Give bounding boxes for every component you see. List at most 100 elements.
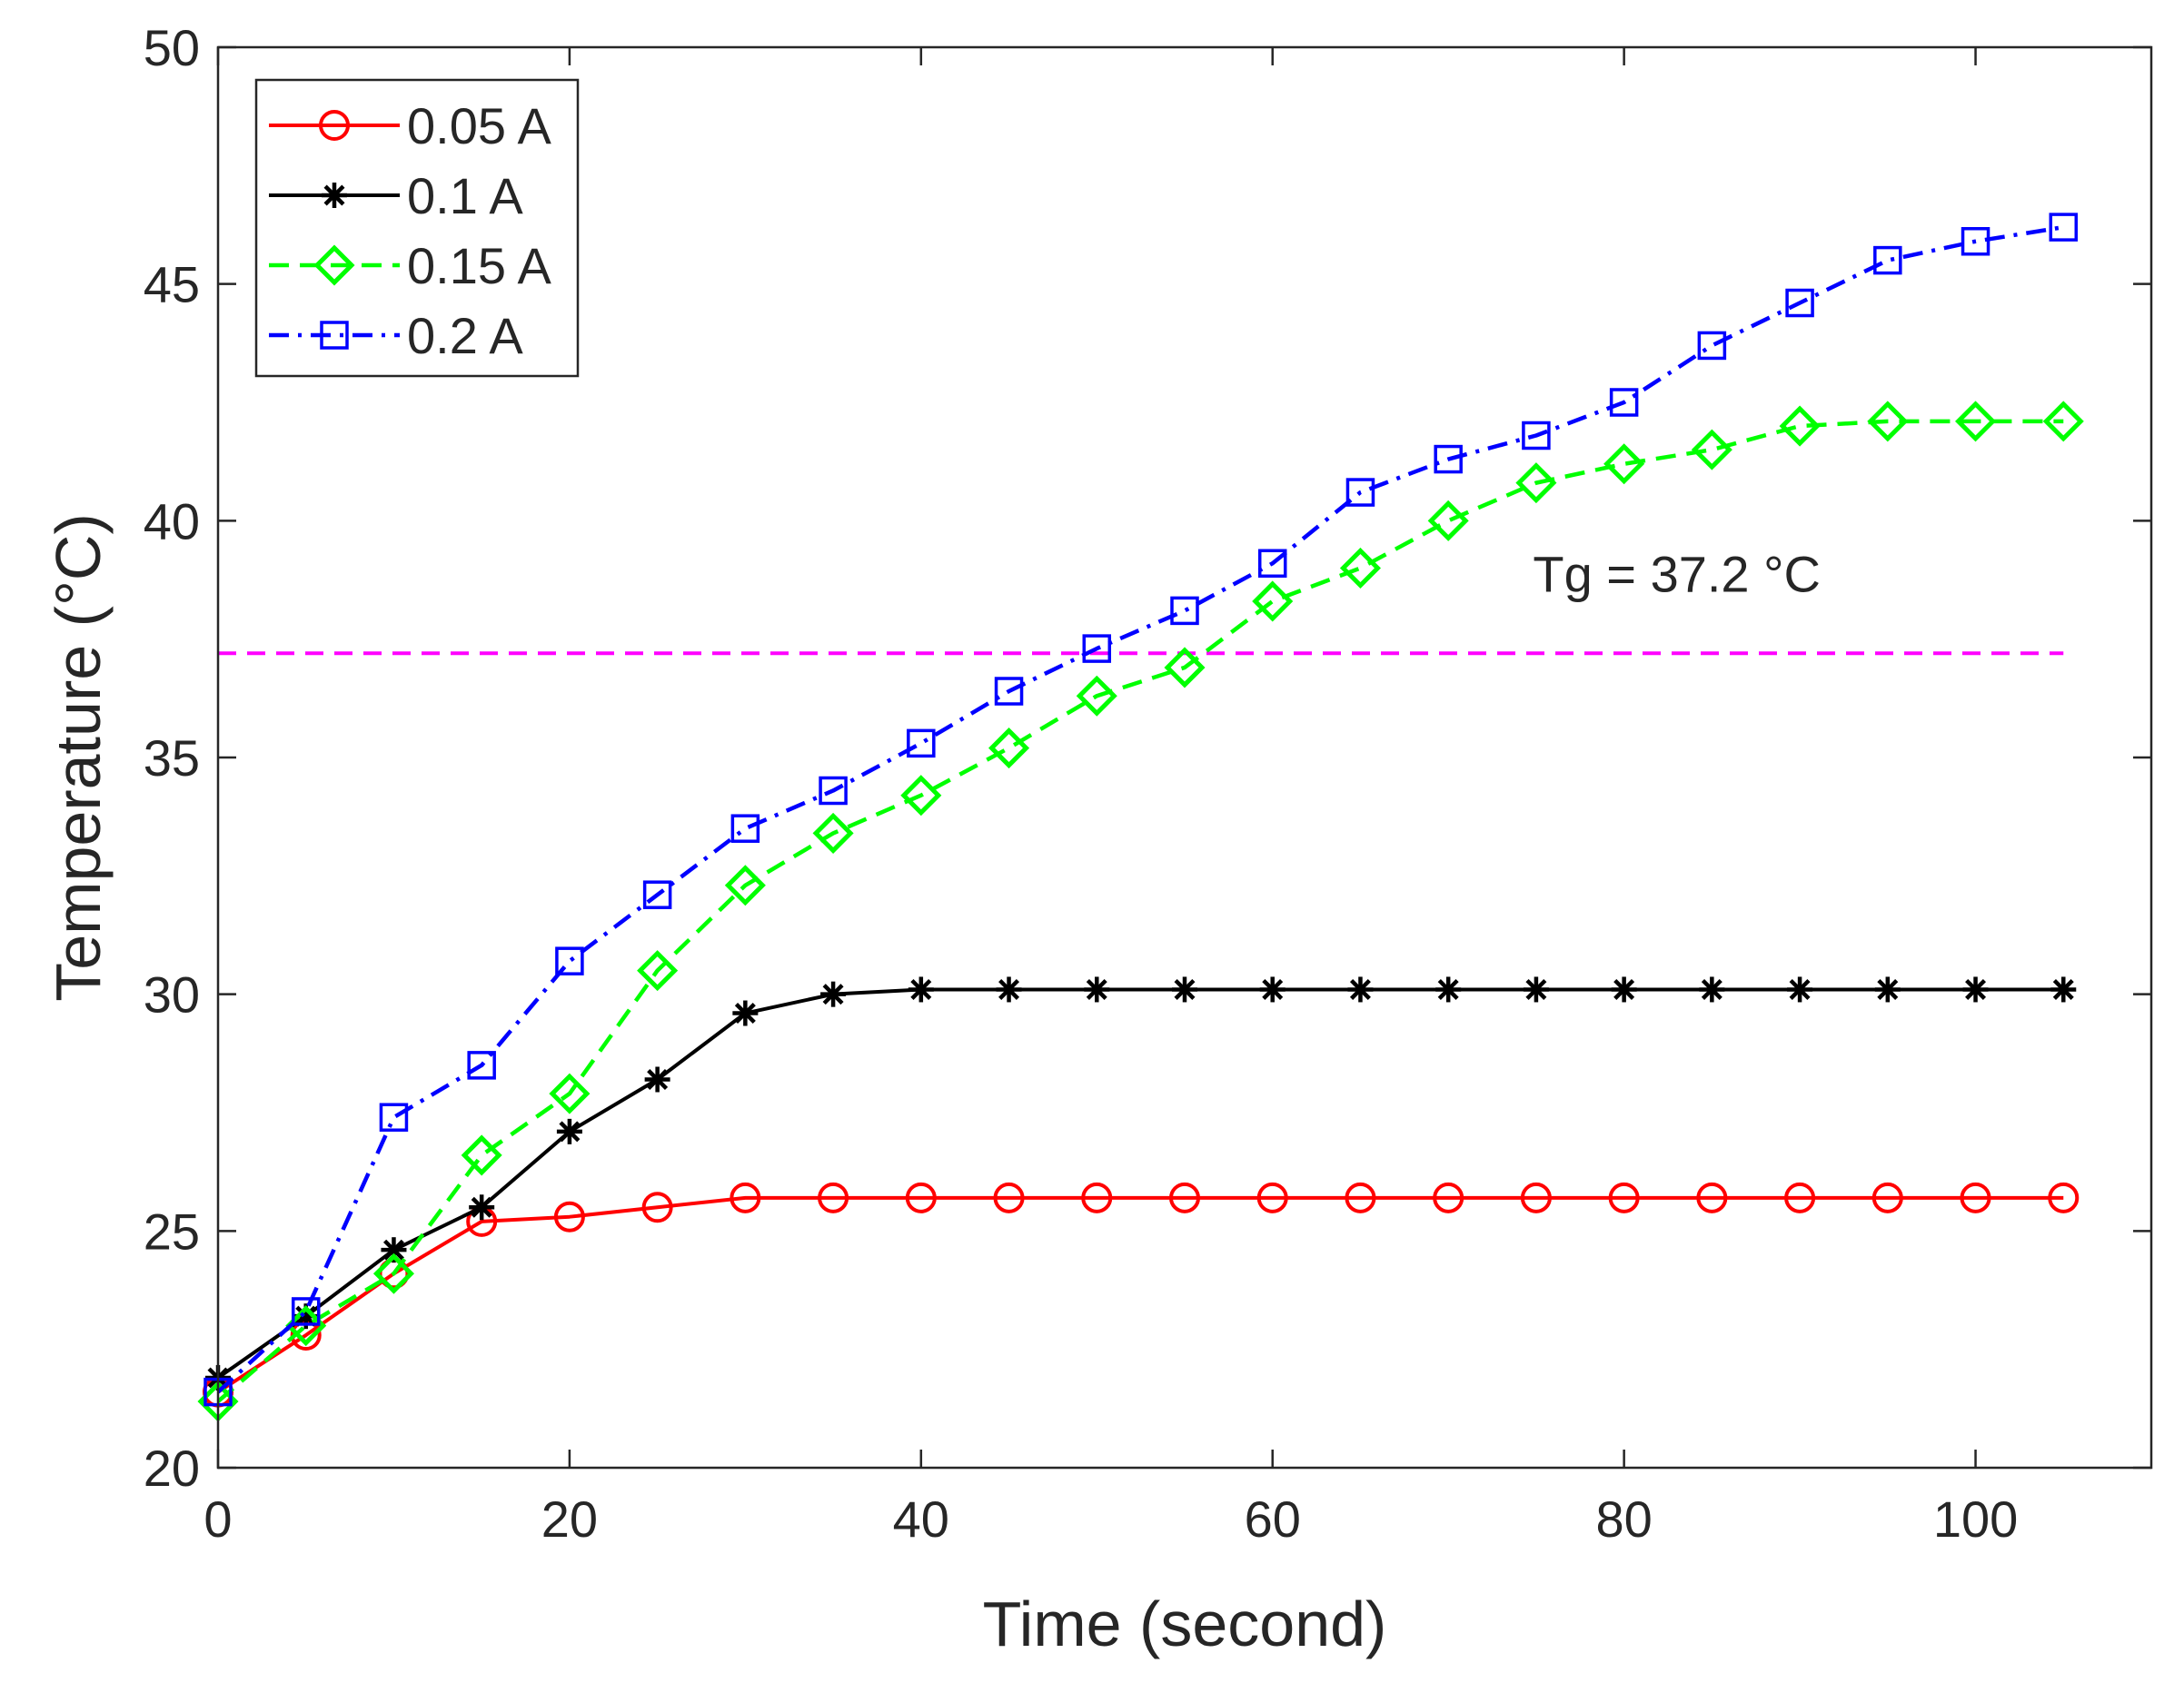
data-point — [291, 1297, 321, 1326]
legend-marker — [322, 183, 347, 208]
circle-marker-shape — [2048, 1182, 2080, 1213]
tg-annotation: Tg = 37.2 °C — [1533, 546, 1821, 603]
data-point — [905, 1182, 937, 1213]
diamond-marker-shape — [1339, 547, 1381, 589]
y-axis-label: Temperature (°C) — [43, 513, 114, 1002]
diamond-marker-shape — [461, 1134, 502, 1176]
y-tick-label: 25 — [144, 1203, 200, 1260]
asterisk-marker-stroke — [2052, 978, 2074, 1000]
diamond-marker-shape — [1164, 647, 1206, 688]
x-tick-label: 0 — [204, 1490, 232, 1548]
data-point — [1345, 1182, 1376, 1213]
data-point — [1608, 1182, 1640, 1213]
data-point — [461, 1134, 502, 1176]
data-point — [556, 1118, 582, 1144]
data-point — [1084, 976, 1110, 1003]
data-point — [730, 1182, 761, 1213]
asterisk-marker-stroke — [1789, 978, 1811, 1000]
legend-marker — [313, 244, 355, 286]
circle-marker-shape — [818, 1182, 849, 1213]
data-point — [1347, 976, 1374, 1003]
legend-marker — [320, 321, 349, 350]
diamond-marker-shape — [1867, 401, 1909, 442]
data-point — [2049, 213, 2079, 242]
data-point — [1696, 1182, 1728, 1213]
legend-entry-label: 0.1 A — [407, 167, 523, 224]
legend-entry-label: 0.2 A — [407, 307, 523, 364]
diamond-marker-shape — [372, 1252, 414, 1294]
x-tick-label: 100 — [1933, 1490, 2018, 1548]
diamond-marker-shape — [1252, 580, 1294, 622]
legend-marker — [319, 110, 350, 141]
asterisk-marker-stroke — [1437, 978, 1459, 1000]
data-point — [900, 775, 942, 817]
series-line-0-15-A — [216, 419, 2064, 1403]
data-point — [907, 728, 936, 758]
data-point — [1785, 288, 1814, 318]
circle-marker-shape — [1256, 1182, 1288, 1213]
data-point — [1252, 580, 1294, 622]
square-marker-shape — [994, 677, 1024, 706]
diamond-marker-shape — [988, 728, 1030, 769]
data-point — [1961, 226, 1990, 256]
legend-box — [254, 78, 580, 378]
data-point — [988, 728, 1030, 769]
asterisk-marker-stroke — [295, 1305, 317, 1327]
circle-marker-shape — [553, 1201, 585, 1233]
circle-marker-shape — [1784, 1182, 1816, 1213]
diamond-marker-shape — [1515, 462, 1557, 504]
data-point — [642, 880, 672, 909]
square-marker-shape — [1522, 421, 1551, 450]
circle-marker-shape — [1696, 1182, 1728, 1213]
square-marker-shape — [1082, 634, 1112, 663]
circle-marker-shape — [905, 1182, 937, 1213]
data-point — [2042, 401, 2084, 442]
data-point — [730, 814, 760, 843]
data-point — [467, 1051, 496, 1080]
data-point — [1874, 976, 1901, 1003]
y-tick-label: 30 — [144, 966, 200, 1024]
asterisk-marker-stroke — [1877, 978, 1899, 1000]
square-marker-shape — [1609, 388, 1639, 417]
legend-entry-label: 0.05 A — [407, 97, 551, 154]
data-point — [1435, 976, 1462, 1003]
asterisk-marker-stroke — [1613, 978, 1635, 1000]
asterisk-marker-stroke — [323, 184, 345, 206]
asterisk-marker-stroke — [998, 978, 1020, 1000]
square-marker-shape — [730, 814, 760, 843]
data-point — [1523, 976, 1549, 1003]
asterisk-marker-stroke — [471, 1196, 492, 1218]
x-tick-label: 60 — [1245, 1490, 1301, 1548]
circle-marker-shape — [1081, 1182, 1113, 1213]
data-point — [549, 1073, 591, 1114]
y-tick-label: 50 — [144, 19, 200, 76]
data-point — [993, 1182, 1025, 1213]
data-point — [1433, 1182, 1464, 1213]
data-point — [1164, 647, 1206, 688]
diamond-marker-shape — [549, 1073, 591, 1114]
data-point — [1345, 478, 1375, 507]
data-point — [1697, 331, 1727, 361]
data-point — [1611, 976, 1637, 1003]
data-point — [1172, 976, 1197, 1003]
data-point — [1867, 401, 1909, 442]
data-point — [1784, 1182, 1816, 1213]
diamond-marker-shape — [1955, 401, 1997, 442]
data-point — [1081, 1182, 1113, 1213]
data-point — [372, 1252, 414, 1294]
square-marker-shape — [1345, 478, 1375, 507]
asterisk-marker-stroke — [647, 1069, 669, 1090]
square-marker-shape — [1434, 444, 1463, 474]
data-point — [1960, 1182, 1991, 1213]
data-point — [379, 1103, 409, 1132]
data-point — [732, 1000, 759, 1026]
square-marker-shape — [467, 1051, 496, 1080]
legend: 0.05 A 0.1 A 0.15 A 0.2 A — [254, 78, 580, 378]
diamond-marker-shape — [1603, 443, 1645, 485]
y-tick-label: 20 — [144, 1440, 200, 1497]
data-point — [1427, 500, 1469, 541]
data-point — [1962, 976, 1989, 1003]
circle-marker-shape — [993, 1182, 1025, 1213]
